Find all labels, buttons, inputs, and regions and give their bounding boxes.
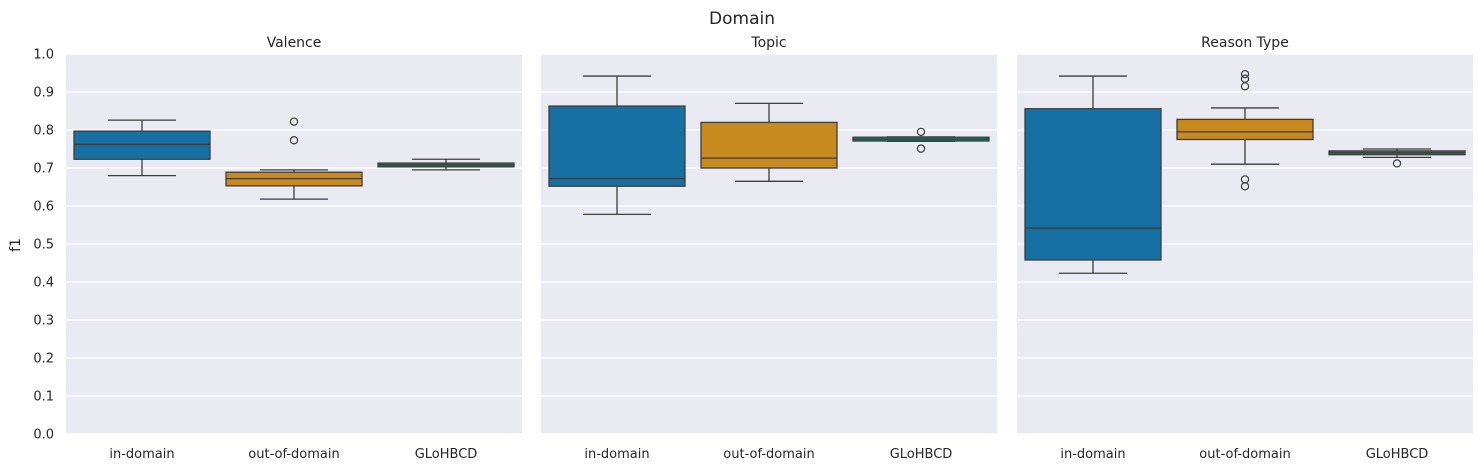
panels: 0.0 0.1 0.2 0.3 0.4 0.5 0.6 0.7 0.8 0.9 1.0 Valence… (33, 35, 1473, 462)
box-GLoHBCD: GLoHBCD (377, 158, 515, 462)
outlier-point (1240, 74, 1250, 83)
y-tick-label: 1.0 (33, 48, 54, 63)
panel-3: Reason Type in-domain out-of-domain GLoHBCD (1017, 35, 1473, 462)
box-iqr (548, 105, 686, 187)
box-out-of-domain: out-of-domain (700, 102, 838, 462)
box-in-domain: in-domain (548, 75, 686, 462)
y-tick-label: 0.7 (33, 162, 54, 177)
box-in-domain: in-domain (73, 119, 211, 462)
y-tick-label: 0.3 (33, 314, 54, 329)
y-tick-label: 0.8 (33, 124, 54, 139)
box-out-of-domain: out-of-domain (1176, 69, 1314, 462)
x-tick-label: out-of-domain (248, 447, 339, 462)
x-tick-label: out-of-domain (1199, 447, 1290, 462)
panel-title: Valence (267, 35, 322, 51)
x-tick-label: in-domain (109, 447, 174, 462)
x-tick-label: GLoHBCD (415, 447, 478, 462)
y-tick-label: 0.6 (33, 200, 54, 215)
x-tick-label: in-domain (584, 447, 649, 462)
box-GLoHBCD: GLoHBCD (1328, 148, 1466, 462)
outlier-point (916, 127, 926, 137)
panel-title: Topic (750, 35, 786, 51)
outlier-point (1240, 69, 1250, 79)
outlier-point (916, 144, 926, 153)
x-tick-label: in-domain (1060, 447, 1125, 462)
outlier-point (1240, 175, 1250, 184)
x-tick-label: out-of-domain (723, 447, 814, 462)
figure-title: Domain (709, 9, 775, 29)
outlier-point (1392, 159, 1402, 168)
box-iqr (1176, 118, 1314, 141)
box-iqr (700, 121, 838, 169)
box-iqr (1024, 108, 1162, 261)
y-tick-label: 0.0 (33, 428, 54, 443)
box-in-domain: in-domain (1024, 75, 1162, 462)
outlier-point (289, 136, 299, 145)
x-tick-label: GLoHBCD (890, 447, 953, 462)
box-GLoHBCD: GLoHBCD (852, 127, 990, 462)
y-tick-label: 0.2 (33, 352, 54, 367)
y-tick-label: 0.5 (33, 238, 54, 253)
box-iqr (73, 130, 211, 160)
y-axis-label: f1 (8, 238, 24, 252)
y-tick-label: 0.4 (33, 276, 54, 291)
y-tick-label: 0.1 (33, 390, 54, 405)
box-out-of-domain: out-of-domain (225, 117, 363, 462)
x-tick-label: GLoHBCD (1366, 447, 1429, 462)
panel-2: Topic in-domain out-of-domain GLoHBCD (541, 35, 997, 462)
panel-1: 0.0 0.1 0.2 0.3 0.4 0.5 0.6 0.7 0.8 0.9 1.0 Valence… (33, 35, 522, 462)
outlier-point (289, 117, 299, 126)
panel-title: Reason Type (1201, 35, 1289, 51)
y-tick-label: 0.9 (33, 86, 54, 101)
